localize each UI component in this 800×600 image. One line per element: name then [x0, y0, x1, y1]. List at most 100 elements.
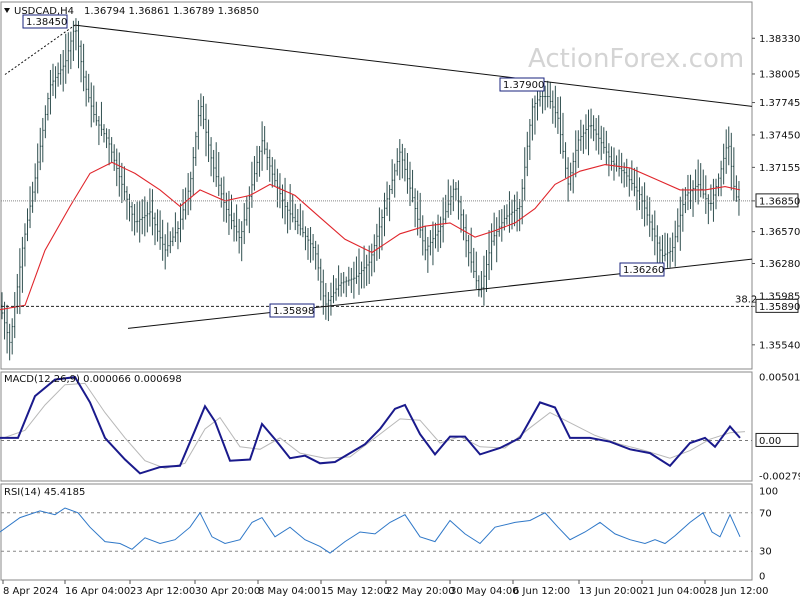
price-bar — [197, 99, 200, 150]
price-bar — [717, 173, 720, 197]
price-bar — [437, 214, 440, 252]
price-bar — [661, 234, 664, 263]
price-bar — [656, 225, 659, 265]
price-bar — [253, 156, 256, 191]
price-bar — [352, 261, 355, 299]
price-bar — [641, 186, 644, 220]
fib-label: 38.2 — [735, 294, 757, 305]
price-bar — [544, 85, 547, 111]
price-bar — [202, 96, 205, 130]
price-bar — [725, 129, 728, 174]
price-bar — [666, 233, 669, 268]
price-bar — [29, 186, 32, 229]
price-bar — [337, 265, 340, 297]
price-bar — [528, 118, 531, 160]
price-bar — [133, 204, 136, 236]
price-bar — [465, 214, 468, 258]
price-bar — [355, 256, 358, 284]
price-bar — [579, 119, 582, 151]
price-bar — [358, 248, 360, 295]
price-bar — [551, 90, 554, 124]
time-tick-label: 30 Apr 20:00 — [195, 586, 260, 597]
price-tag-box — [755, 298, 799, 313]
price-bar — [462, 209, 465, 241]
price-bar — [222, 176, 225, 222]
price-bar — [141, 199, 144, 235]
price-bar — [317, 244, 320, 281]
price-bar — [592, 115, 595, 142]
price-bar — [549, 82, 552, 109]
price-bar — [62, 49, 65, 92]
price-bar — [166, 222, 169, 257]
price-bar — [533, 95, 536, 135]
price-bar — [335, 278, 338, 301]
price-bar — [304, 226, 307, 251]
price-bar — [258, 146, 261, 177]
price-bar — [225, 192, 228, 223]
price-bar — [536, 89, 539, 121]
price-bar — [567, 157, 570, 202]
rsi-panel — [0, 507, 752, 554]
price-bar — [671, 232, 674, 262]
price-bar — [635, 166, 638, 211]
price-bar — [18, 248, 21, 315]
rsi-tick-label: 70 — [759, 508, 772, 519]
price-tick-label: 1.35540 — [759, 340, 800, 351]
price-bar — [697, 159, 700, 205]
price-panel — [0, 18, 753, 361]
price-bar — [128, 193, 131, 222]
price-bar — [495, 217, 498, 263]
price-bar — [146, 201, 149, 233]
price-bar — [605, 130, 608, 166]
price-bar — [36, 143, 39, 194]
price-bar — [623, 162, 626, 188]
time-tick-label: 13 Jun 20:00 — [579, 586, 643, 597]
price-bar — [681, 188, 684, 232]
price-bar — [187, 173, 190, 216]
price-bar — [240, 221, 243, 262]
price-bar — [245, 195, 248, 226]
price-bar — [205, 103, 207, 157]
rsi-tick-label: 0 — [759, 572, 765, 583]
price-bar — [613, 147, 615, 181]
price-bar — [256, 145, 258, 182]
price-bar — [546, 80, 549, 108]
rsi-label: RSI(14) 45.4185 — [4, 487, 85, 498]
price-bar — [526, 131, 529, 177]
price-bar — [554, 85, 557, 128]
price-bar — [87, 73, 90, 103]
price-bar — [727, 126, 730, 166]
macd-panel-frame — [0, 371, 753, 482]
price-bar — [391, 159, 394, 195]
price-bar — [722, 143, 725, 185]
price-bar — [674, 220, 677, 267]
price-bar — [49, 69, 52, 115]
price-bar — [207, 119, 210, 163]
price-bar — [233, 212, 236, 242]
price-bar — [646, 195, 649, 226]
price-bar — [482, 255, 485, 306]
price-bar — [493, 212, 496, 246]
price-bar — [235, 204, 238, 242]
price-bar — [97, 116, 100, 146]
price-bar — [396, 148, 399, 176]
price-bar — [151, 189, 154, 236]
price-bar — [261, 121, 264, 171]
price-bar — [419, 192, 422, 238]
price-bar — [378, 207, 381, 259]
price-bar — [110, 137, 113, 163]
price-bar — [6, 304, 9, 354]
price-bar — [271, 157, 274, 188]
annotation-low-2: 1.35898 — [269, 303, 315, 318]
price-panel-frame — [0, 1, 753, 370]
price-bar — [511, 199, 513, 230]
price-bar — [182, 189, 185, 230]
price-bar — [52, 63, 54, 96]
moving-average-line — [0, 161, 741, 311]
time-tick-label: 8 Apr 2024 — [3, 586, 58, 597]
price-bar — [31, 181, 34, 213]
price-bar — [393, 163, 396, 198]
price-bar — [442, 197, 445, 243]
chevron-down-icon[interactable] — [4, 8, 10, 13]
price-bar — [92, 85, 95, 123]
